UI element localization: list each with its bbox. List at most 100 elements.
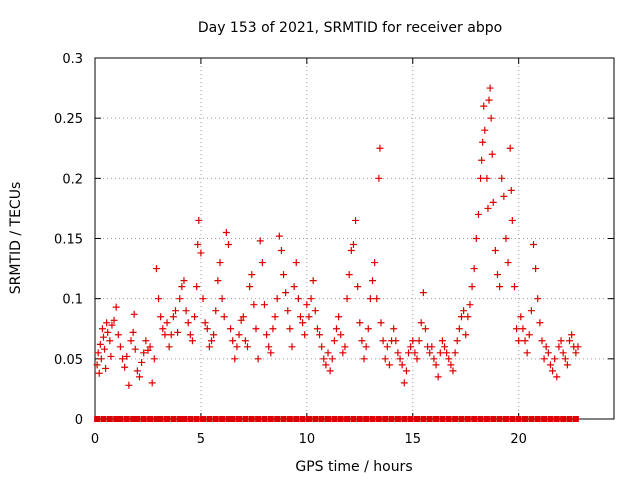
x-axis-label: GPS time / hours (295, 459, 412, 475)
zero-marker (140, 416, 147, 422)
data-point (477, 174, 485, 182)
data-point (347, 247, 355, 255)
data-point (135, 373, 143, 381)
data-point (373, 295, 381, 303)
data-point (178, 283, 186, 291)
data-point (480, 102, 488, 110)
data-point (273, 295, 281, 303)
zero-marker (267, 416, 274, 422)
data-point (127, 337, 135, 345)
zero-marker (483, 416, 490, 422)
y-tick-label: 0.25 (54, 112, 83, 127)
zero-marker (157, 416, 164, 422)
data-point (426, 349, 434, 357)
data-point (369, 277, 377, 285)
zero-marker (452, 416, 459, 422)
zero-marker (496, 416, 503, 422)
zero-marker (325, 416, 332, 422)
data-point (371, 259, 379, 267)
data-point (110, 316, 118, 324)
data-point (216, 259, 224, 267)
data-point (493, 271, 501, 279)
x-tick-label: 10 (299, 432, 316, 447)
data-point (130, 310, 138, 318)
data-point (443, 349, 451, 357)
data-point (116, 343, 124, 351)
data-point (538, 337, 546, 345)
data-point (316, 331, 324, 339)
data-point (411, 349, 419, 357)
data-point (155, 295, 163, 303)
y-tick-label: 0.3 (62, 52, 83, 67)
zero-marker (286, 416, 293, 422)
data-point (536, 319, 544, 327)
data-point (121, 363, 129, 371)
data-point (203, 325, 211, 333)
zero-marker (502, 416, 509, 422)
zero-marker (445, 416, 452, 422)
data-point (510, 283, 518, 291)
data-point (396, 355, 404, 363)
zero-marker (280, 416, 287, 422)
zero-marker (123, 416, 130, 422)
zero-marker (566, 416, 573, 422)
data-point (398, 361, 406, 369)
data-point (194, 241, 202, 249)
zero-marker (130, 416, 137, 422)
data-point (430, 355, 438, 363)
data-point (161, 331, 169, 339)
data-point (104, 328, 112, 336)
zero-marker (153, 416, 160, 422)
data-point (292, 259, 300, 267)
data-point (284, 307, 292, 315)
data-point (394, 349, 402, 357)
data-point (413, 355, 421, 363)
data-point (523, 349, 531, 357)
data-point (159, 325, 167, 333)
data-point (464, 313, 472, 321)
data-point (466, 301, 474, 309)
data-point (301, 331, 309, 339)
data-point (256, 237, 264, 245)
data-point (231, 355, 239, 363)
data-point (407, 343, 415, 351)
data-point (322, 361, 330, 369)
data-point (563, 361, 571, 369)
data-point (103, 319, 111, 327)
data-point (167, 331, 175, 339)
data-point (496, 283, 504, 291)
chart-title: Day 153 of 2021, SRMTID for receiver abp… (198, 20, 502, 36)
data-point (362, 343, 370, 351)
data-point (419, 289, 427, 297)
data-point (112, 303, 120, 311)
data-point (515, 337, 523, 345)
data-point (402, 367, 410, 375)
data-point (542, 343, 550, 351)
zero-marker (100, 416, 107, 422)
data-point (546, 361, 554, 369)
data-point (488, 150, 496, 158)
data-point (208, 337, 216, 345)
data-point (551, 355, 559, 363)
data-point (246, 283, 254, 291)
data-point (479, 138, 487, 146)
data-point (237, 316, 245, 324)
data-point (366, 295, 374, 303)
data-point (254, 355, 262, 363)
data-point (525, 331, 533, 339)
data-point (409, 337, 417, 345)
zero-marker (490, 416, 497, 422)
data-point (277, 247, 285, 255)
data-point (252, 325, 260, 333)
zero-marker (382, 416, 389, 422)
data-point (260, 301, 268, 309)
data-point (330, 337, 338, 345)
data-point (507, 186, 515, 194)
data-point (364, 325, 372, 333)
zero-marker (134, 416, 141, 422)
data-point (534, 295, 542, 303)
zero-marker (219, 416, 226, 422)
data-point (186, 331, 194, 339)
data-point (165, 343, 173, 351)
